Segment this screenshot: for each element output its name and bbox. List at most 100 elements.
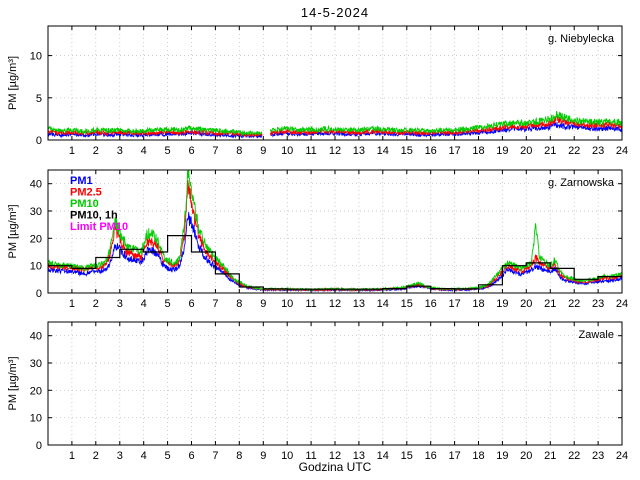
x-tick-label: 8 xyxy=(236,145,242,157)
x-tick-label: 6 xyxy=(188,450,194,462)
legend-item-pm10-1h: PM10, 1h xyxy=(70,210,118,222)
y-tick-label: 0 xyxy=(36,135,42,147)
x-tick-label: 14 xyxy=(377,298,389,310)
x-tick-label: 6 xyxy=(188,145,194,157)
x-tick-label: 21 xyxy=(544,450,556,462)
x-tick-label: 4 xyxy=(141,145,147,157)
y-tick-label: 30 xyxy=(30,206,42,218)
x-tick-label: 10 xyxy=(281,298,293,310)
x-tick-label: 19 xyxy=(496,298,508,310)
x-tick-label: 13 xyxy=(353,145,365,157)
station-label: g. Niebylecka xyxy=(548,33,615,45)
x-tick-label: 20 xyxy=(520,145,532,157)
series-group xyxy=(48,170,622,293)
chart-title: 14-5-2024 xyxy=(300,5,370,20)
line-series-pm10 xyxy=(48,170,622,292)
x-tick-label: 15 xyxy=(401,145,413,157)
x-tick-label: 24 xyxy=(616,450,628,462)
x-tick-label: 1 xyxy=(69,298,75,310)
x-tick-label: 12 xyxy=(329,450,341,462)
x-tick-label: 1 xyxy=(69,145,75,157)
x-tick-label: 16 xyxy=(425,298,437,310)
legend-item-pm1: PM1 xyxy=(70,175,93,187)
y-tick-label: 0 xyxy=(36,288,42,300)
y-axis-label: PM [µg/m³] xyxy=(7,204,19,258)
x-tick-label: 2 xyxy=(93,450,99,462)
y-tick-label: 30 xyxy=(30,358,42,370)
x-tick-label: 22 xyxy=(568,298,580,310)
x-tick-label: 10 xyxy=(281,450,293,462)
x-tick-label: 11 xyxy=(305,145,316,157)
x-tick-label: 14 xyxy=(377,450,389,462)
x-tick-label: 12 xyxy=(329,145,341,157)
y-tick-label: 20 xyxy=(30,385,42,397)
x-tick-label: 23 xyxy=(592,298,604,310)
x-tick-label: 20 xyxy=(520,298,532,310)
x-tick-label: 23 xyxy=(592,145,604,157)
x-tick-label: 3 xyxy=(117,145,123,157)
x-axis-label: Godzina UTC xyxy=(298,460,372,474)
x-tick-label: 2 xyxy=(93,145,99,157)
line-series-pm1 xyxy=(269,121,622,138)
x-tick-label: 10 xyxy=(281,145,293,157)
y-tick-label: 10 xyxy=(30,51,42,63)
x-tick-label: 15 xyxy=(401,450,413,462)
x-tick-label: 19 xyxy=(496,450,508,462)
x-tick-label: 5 xyxy=(165,450,171,462)
y-tick-label: 5 xyxy=(36,93,42,105)
y-axis-label: PM [µg/m³] xyxy=(7,356,19,410)
y-tick-label: 0 xyxy=(36,440,42,452)
y-axis-label: PM [µg/m³] xyxy=(7,56,19,110)
legend-item-pm10: PM10 xyxy=(70,198,99,210)
x-tick-label: 9 xyxy=(260,145,266,157)
x-tick-label: 17 xyxy=(448,298,460,310)
x-tick-label: 17 xyxy=(448,145,460,157)
x-tick-label: 18 xyxy=(472,298,484,310)
x-tick-label: 3 xyxy=(117,450,123,462)
x-tick-label: 24 xyxy=(616,145,628,157)
y-tick-label: 10 xyxy=(30,261,42,273)
x-tick-label: 9 xyxy=(260,298,266,310)
x-tick-label: 24 xyxy=(616,298,628,310)
x-tick-label: 7 xyxy=(212,450,218,462)
x-tick-label: 7 xyxy=(212,298,218,310)
x-tick-label: 19 xyxy=(496,145,508,157)
y-tick-label: 10 xyxy=(30,413,42,425)
x-tick-label: 11 xyxy=(305,450,316,462)
x-tick-label: 4 xyxy=(141,450,147,462)
x-tick-label: 1 xyxy=(69,450,75,462)
x-tick-label: 16 xyxy=(425,145,437,157)
x-tick-label: 20 xyxy=(520,450,532,462)
y-tick-label: 40 xyxy=(30,179,42,191)
y-tick-label: 40 xyxy=(30,331,42,343)
legend-item-pm2-5: PM2.5 xyxy=(70,187,102,199)
x-tick-label: 21 xyxy=(544,145,556,157)
x-tick-label: 18 xyxy=(472,450,484,462)
x-tick-label: 13 xyxy=(353,450,365,462)
x-tick-label: 14 xyxy=(377,145,389,157)
x-tick-label: 7 xyxy=(212,145,218,157)
station-label: g. Zarnowska xyxy=(548,177,615,189)
x-tick-label: 22 xyxy=(568,450,580,462)
x-tick-label: 22 xyxy=(568,145,580,157)
line-series-pm10 xyxy=(48,125,263,137)
x-tick-label: 16 xyxy=(425,450,437,462)
x-tick-label: 12 xyxy=(329,298,341,310)
x-tick-label: 5 xyxy=(165,298,171,310)
x-tick-label: 4 xyxy=(141,298,147,310)
x-tick-label: 21 xyxy=(544,298,556,310)
x-tick-label: 18 xyxy=(472,145,484,157)
x-tick-label: 5 xyxy=(165,145,171,157)
x-tick-label: 23 xyxy=(592,450,604,462)
y-tick-label: 20 xyxy=(30,233,42,245)
legend-item-limit-pm10: Limit PM10 xyxy=(70,221,128,233)
series-group xyxy=(48,110,622,139)
station-label: Zawale xyxy=(579,329,614,341)
x-tick-label: 11 xyxy=(305,298,316,310)
x-tick-label: 8 xyxy=(236,450,242,462)
x-tick-label: 17 xyxy=(448,450,460,462)
x-tick-label: 9 xyxy=(260,450,266,462)
line-series-pm10 xyxy=(269,110,622,134)
